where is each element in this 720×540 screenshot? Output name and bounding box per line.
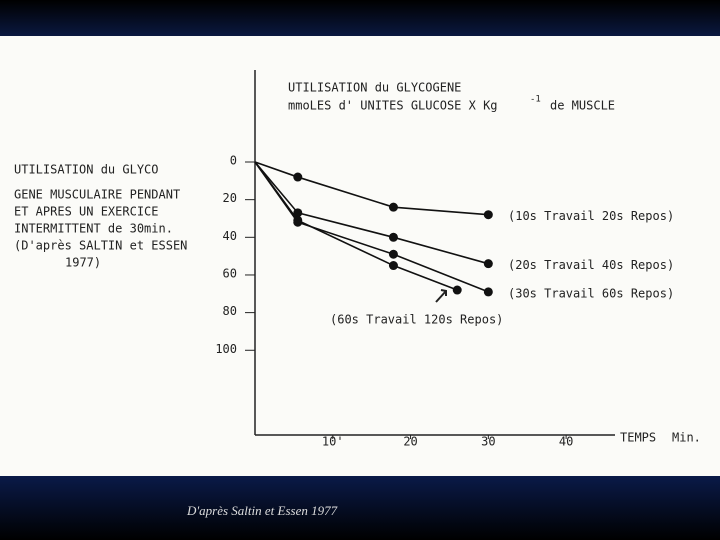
side-text: GENE MUSCULAIRE PENDANT [14,188,180,202]
x-tick-label: 30 [481,435,495,449]
data-point [293,172,303,182]
y-tick-label: 40 [223,229,237,243]
subtitle-exponent: -1 [530,95,541,105]
subtitle: de MUSCLE [550,99,615,113]
x-tick-label: 20 [403,435,417,449]
x-tick-label: 40 [559,435,573,449]
data-point [483,210,493,220]
x-axis-label: Min. [672,431,701,445]
y-tick-label: 20 [223,191,237,205]
data-point [483,259,493,269]
subtitle: mmoLES d' UNITES GLUCOSE X Kg [288,99,498,113]
side-text: INTERMITTENT de 30min. [14,222,173,236]
side-text: UTILISATION du GLYCO [14,163,159,177]
chart-panel [0,36,720,476]
bottom-band [0,476,720,540]
top-band [0,0,720,36]
data-point [388,249,398,259]
series-line [254,161,489,265]
x-tick-label: 10' [322,435,344,449]
series-line [254,161,458,291]
data-point [388,232,398,242]
series-label: (20s Travail 40s Repos) [508,258,674,272]
series-label: (60s Travail 120s Repos) [330,313,503,327]
chart-title: UTILISATION du GLYCOGENE [288,81,461,95]
data-point [483,287,493,297]
y-tick-label: 0 [230,154,237,168]
y-tick-label: 60 [223,266,237,280]
side-text: (D'après SALTIN et ESSEN [14,239,187,253]
data-point [452,285,462,295]
side-text: ET APRES UN EXERCICE [14,205,159,219]
series-label: (10s Travail 20s Repos) [508,209,674,223]
y-tick-label: 80 [223,304,237,318]
data-point [293,208,303,218]
y-tick-label: 100 [215,342,237,356]
data-point [293,215,303,225]
series-label: (30s Travail 60s Repos) [508,286,674,300]
source: D'après Saltin et Essen 1977 [186,503,338,518]
data-point [388,261,398,271]
arrow [435,289,447,303]
side-text: 1977) [65,256,101,270]
x-axis-label: TEMPS [620,431,656,445]
series-line [254,161,489,216]
data-point [388,202,398,212]
